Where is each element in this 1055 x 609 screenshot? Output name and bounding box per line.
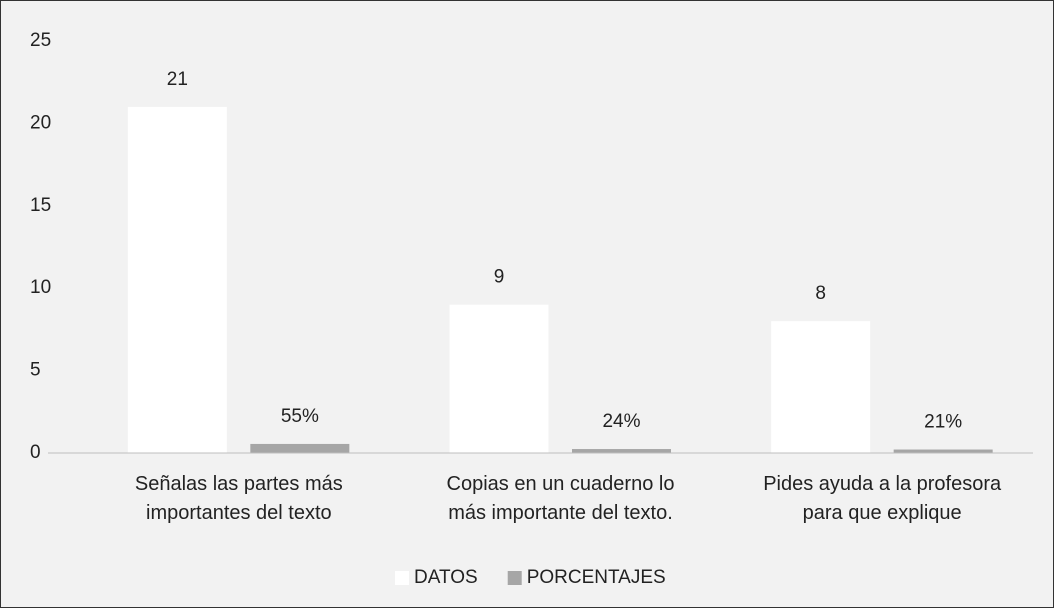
legend-label: DATOS (414, 567, 478, 588)
x-tick-label: Copias en un cuaderno lo más importante … (446, 473, 675, 524)
y-tick-label: 25 (30, 30, 51, 51)
value-label: 24% (602, 411, 640, 432)
legend-swatch (395, 571, 409, 585)
value-label: 21 (167, 69, 188, 90)
bar (893, 449, 993, 453)
bar (449, 304, 549, 453)
bar (250, 443, 350, 453)
bar (771, 321, 871, 453)
legend-swatch (507, 571, 522, 585)
value-label: 55% (281, 406, 319, 427)
x-tick-label: Señalas las partes más importantes del t… (134, 473, 343, 524)
value-label: 9 (494, 267, 505, 288)
legend-label: PORCENTAJES (527, 567, 666, 588)
bar (127, 106, 227, 454)
value-label: 21% (924, 412, 962, 433)
y-tick-label: 5 (30, 360, 41, 381)
bar (572, 449, 671, 453)
y-tick-label: 15 (30, 195, 51, 216)
y-tick-label: 0 (30, 442, 41, 463)
x-tick-label: Pides ayuda a la profesora para que expl… (763, 473, 1002, 524)
value-label: 8 (815, 283, 826, 304)
y-tick-label: 20 (30, 112, 51, 133)
y-tick-label: 10 (30, 277, 51, 298)
